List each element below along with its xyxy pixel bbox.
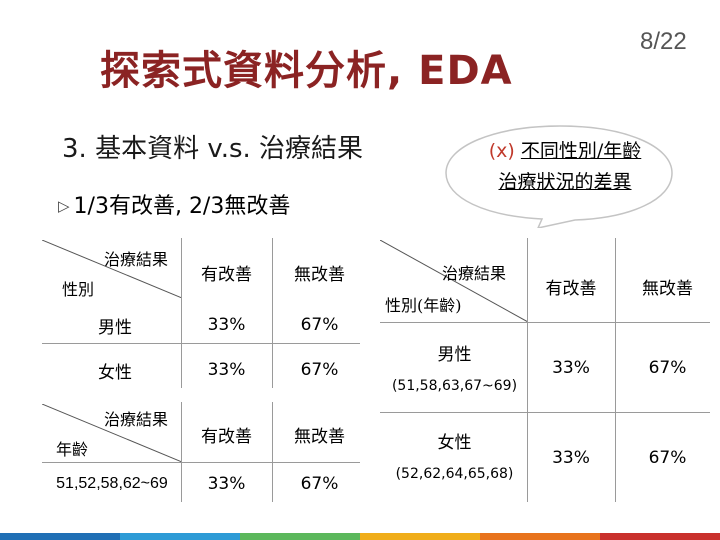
column-header: 無改善 <box>294 426 345 447</box>
corner-header-result: 治療結果 <box>104 250 169 269</box>
diagonal-divider <box>380 240 528 322</box>
page-number: 8/22 <box>640 28 687 55</box>
grid-line <box>380 412 710 413</box>
corner-header-gender-age: 性別(年齡) <box>385 296 462 315</box>
table-cell: 67% <box>300 360 339 380</box>
callout-marker: (x) <box>488 140 515 162</box>
row-label: 男性 <box>437 344 472 365</box>
table-cell: 67% <box>648 358 687 378</box>
table-cell: 33% <box>552 448 590 468</box>
column-header: 無改善 <box>642 278 693 299</box>
color-stripe <box>480 533 600 540</box>
diagonal-divider <box>42 240 182 298</box>
table-cell: 67% <box>300 474 339 494</box>
table-cell: 33% <box>207 315 246 335</box>
diagonal-divider <box>42 404 182 462</box>
row-label: 女性 <box>98 362 132 383</box>
color-stripe <box>360 533 480 540</box>
row-label: 女性 <box>437 432 472 453</box>
callout-line-1-text: 不同性別/年齡 <box>520 140 642 162</box>
callout-line-2: 治療狀況的差異 <box>498 171 632 193</box>
bullet-point: ▷ 1/3有改善, 2/3無改善 <box>58 188 290 220</box>
triangle-bullet-icon: ▷ <box>58 197 70 215</box>
column-header: 有改善 <box>545 278 597 299</box>
grid-line <box>42 343 360 344</box>
corner-header-age: 年齡 <box>56 440 89 459</box>
column-header: 有改善 <box>201 426 252 447</box>
table-cell: 67% <box>300 315 339 335</box>
color-stripe <box>0 533 120 540</box>
row-sublabel: (52,62,64,65,68) <box>395 466 514 482</box>
grid-line <box>527 238 528 502</box>
corner-header-gender: 性別 <box>62 280 95 299</box>
row-label: 男性 <box>98 317 132 338</box>
grid-line <box>272 402 273 502</box>
table-cell: 67% <box>648 448 687 468</box>
callout-text: (x) 不同性別/年齡 治療狀況的差異 <box>460 136 670 198</box>
column-header: 無改善 <box>294 264 345 285</box>
column-header: 有改善 <box>201 264 252 285</box>
bullet-text: 1/3有改善, 2/3無改善 <box>73 194 291 219</box>
callout-bubble: (x) 不同性別/年齡 治療狀況的差異 <box>440 118 680 228</box>
table-cell: 33% <box>552 358 590 378</box>
grid-line <box>272 238 273 388</box>
callout-line-1: (x) 不同性別/年齡 <box>460 136 670 167</box>
corner-header-result: 治療結果 <box>442 264 507 283</box>
grid-line <box>615 238 616 502</box>
row-label: 51,52,58,62~69 <box>56 475 168 492</box>
color-stripe <box>120 533 240 540</box>
grid-line <box>380 322 710 323</box>
bottom-color-bar <box>0 533 720 540</box>
grid-line <box>42 462 360 463</box>
corner-header-result: 治療結果 <box>104 410 169 429</box>
grid-line <box>181 238 182 388</box>
slide-title: 探索式資料分析, EDA <box>100 48 513 94</box>
color-stripe <box>600 533 720 540</box>
section-subtitle: 3. 基本資料 v.s. 治療結果 <box>62 134 364 164</box>
table-cell: 33% <box>207 474 246 494</box>
grid-line <box>181 402 182 502</box>
color-stripe <box>240 533 360 540</box>
table-cell: 33% <box>207 360 246 380</box>
callout-shape <box>445 125 673 228</box>
row-sublabel: (51,58,63,67~69) <box>391 378 518 394</box>
